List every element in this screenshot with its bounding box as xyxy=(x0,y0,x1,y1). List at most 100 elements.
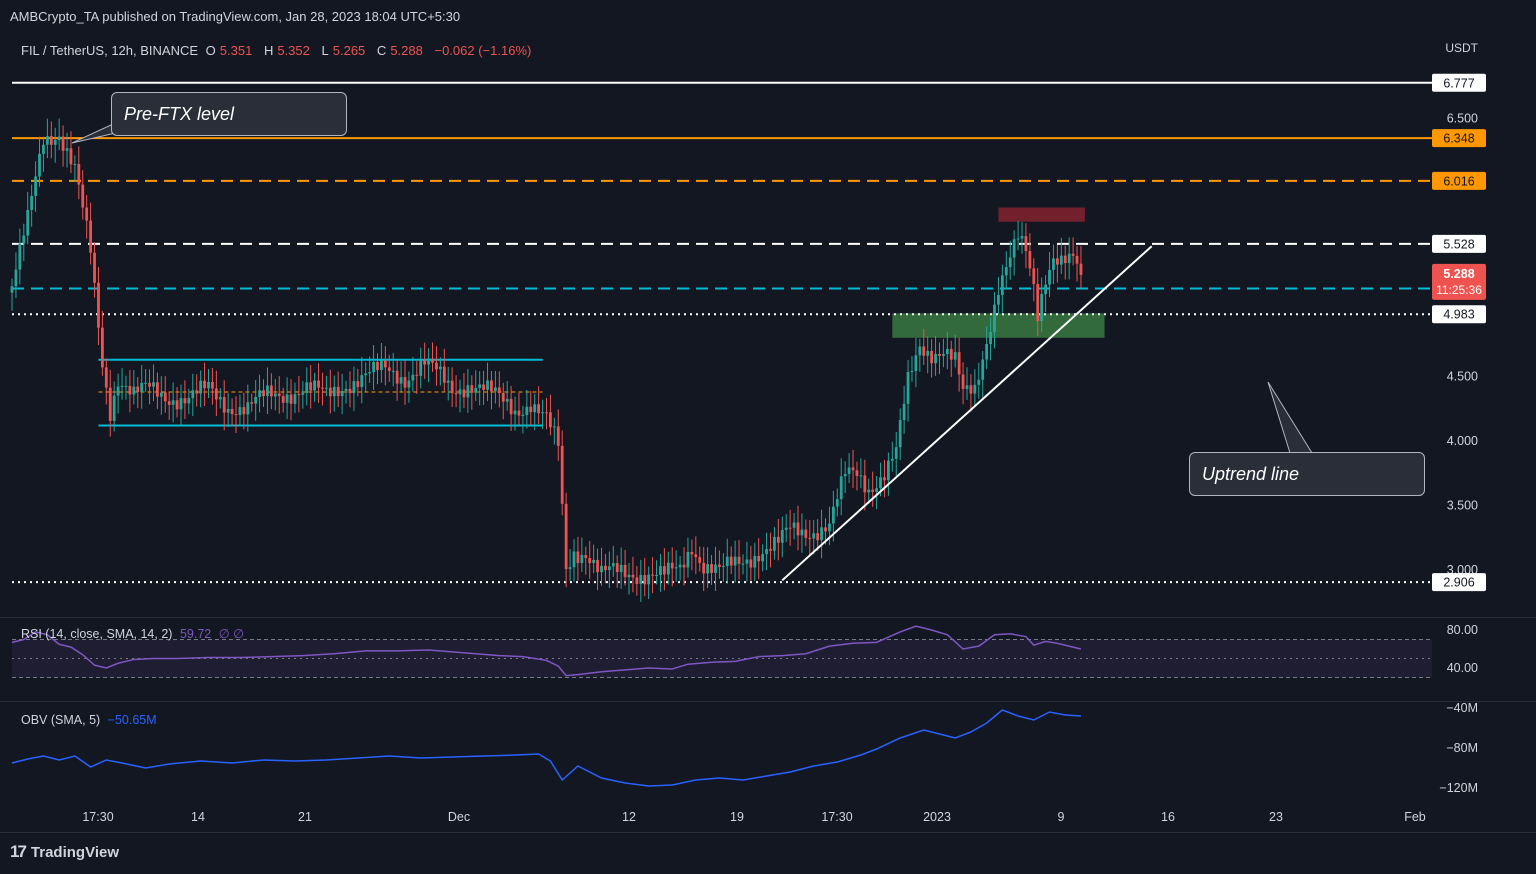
candle-body xyxy=(702,562,706,574)
candle-body xyxy=(262,390,265,397)
candle-body xyxy=(163,392,167,402)
candle-body xyxy=(211,381,214,389)
candle-body xyxy=(1063,255,1067,264)
candle-body xyxy=(682,564,686,568)
candle-body xyxy=(733,556,737,566)
candle-body xyxy=(926,350,930,356)
candle-body xyxy=(30,195,34,210)
candle-body xyxy=(942,354,945,356)
candle-body xyxy=(120,386,124,388)
candle-body xyxy=(686,551,690,568)
candle-body xyxy=(22,235,26,244)
candle-body xyxy=(395,370,399,384)
candle-body xyxy=(706,564,710,574)
tradingview-brand: TradingView xyxy=(30,843,120,861)
tag-2906-bg xyxy=(1432,573,1486,592)
candle-body xyxy=(321,387,324,389)
tag-4983-bg xyxy=(1432,305,1486,324)
candle-body xyxy=(552,426,556,428)
candle-body xyxy=(529,406,533,413)
candle-body xyxy=(588,558,592,564)
candle-body xyxy=(623,564,627,578)
candle-body xyxy=(89,220,92,253)
candle-body xyxy=(576,551,580,564)
candle-body xyxy=(993,304,996,332)
rsi-value: 59.72 xyxy=(179,627,212,641)
candle-body xyxy=(670,562,674,569)
candle-body xyxy=(934,353,937,364)
candle-body xyxy=(769,548,772,551)
candle-body xyxy=(627,574,631,578)
last-price: 5.288 xyxy=(1443,267,1474,281)
candle-body xyxy=(18,243,22,270)
candle-body xyxy=(167,401,171,405)
candle-body xyxy=(360,375,364,388)
candle-body xyxy=(1004,267,1008,276)
candle-body xyxy=(824,527,827,532)
candle-body xyxy=(203,380,206,389)
tag-2906: 2.906 xyxy=(1443,576,1474,590)
candle-body xyxy=(863,475,867,493)
candle-body xyxy=(619,564,623,572)
candle-body xyxy=(894,447,898,459)
time-tick: Dec xyxy=(448,810,470,824)
candle-body xyxy=(289,394,293,404)
obv-label: OBV (SMA, 5) xyxy=(21,713,101,727)
candle-body xyxy=(989,331,992,345)
tag-6777: 6.777 xyxy=(1443,76,1474,90)
candle-body xyxy=(497,387,501,393)
candle-body xyxy=(1055,258,1059,265)
candle-body xyxy=(525,406,529,415)
candle-body xyxy=(183,398,187,404)
rsi-legend[interactable]: RSI (14, close, SMA, 14, 2) 59.72 ∅ ∅ xyxy=(21,626,244,641)
candle-body xyxy=(1028,251,1032,269)
candle-body xyxy=(352,381,356,394)
symbol-label[interactable]: FIL / TetherUS, 12h, BINANCE xyxy=(21,43,199,58)
candle-body xyxy=(293,394,297,404)
tradingview-logo[interactable]: 17 TradingView xyxy=(10,842,119,862)
candle-body xyxy=(718,564,721,568)
supply-zone xyxy=(998,207,1085,222)
candle-body xyxy=(493,387,497,392)
candle-body xyxy=(584,554,588,559)
candle-body xyxy=(698,557,702,563)
candle-body xyxy=(1036,284,1040,321)
candle-body xyxy=(505,398,509,402)
candle-body xyxy=(38,153,41,177)
candle-body xyxy=(313,380,317,391)
candle-body xyxy=(1052,258,1055,270)
obv-legend[interactable]: OBV (SMA, 5) −50.65M xyxy=(21,713,157,727)
candle-body xyxy=(1008,257,1012,268)
candle-body xyxy=(348,388,352,394)
candle-body xyxy=(1000,275,1004,295)
candle-body xyxy=(501,392,505,402)
candle-body xyxy=(596,559,599,573)
candle-body xyxy=(81,184,85,208)
candle-body xyxy=(222,397,226,413)
candle-body xyxy=(949,348,953,360)
candle-body xyxy=(517,410,521,416)
candle-body xyxy=(407,380,411,388)
candle-body xyxy=(462,389,466,398)
candle-body xyxy=(376,361,379,371)
candle-body xyxy=(199,380,203,394)
candle-body xyxy=(611,563,615,567)
candle-body xyxy=(156,382,159,397)
candle-body xyxy=(765,548,768,555)
price-tick: 6.500 xyxy=(1447,112,1478,126)
symbol-legend: FIL / TetherUS, 12h, BINANCE O 5.351 H 5.3… xyxy=(21,43,535,58)
candle-body xyxy=(545,412,548,414)
candle-body xyxy=(890,458,894,461)
candle-body xyxy=(136,386,140,393)
time-tick: 12 xyxy=(622,810,636,824)
candle-body xyxy=(226,408,230,413)
candle-body xyxy=(411,374,415,381)
candle-body xyxy=(572,551,576,568)
candle-body xyxy=(918,346,922,356)
candle-body xyxy=(851,467,855,471)
candle-body xyxy=(391,370,395,372)
candle-body xyxy=(140,382,144,393)
candle-body xyxy=(662,566,666,575)
candle-body xyxy=(474,388,478,393)
